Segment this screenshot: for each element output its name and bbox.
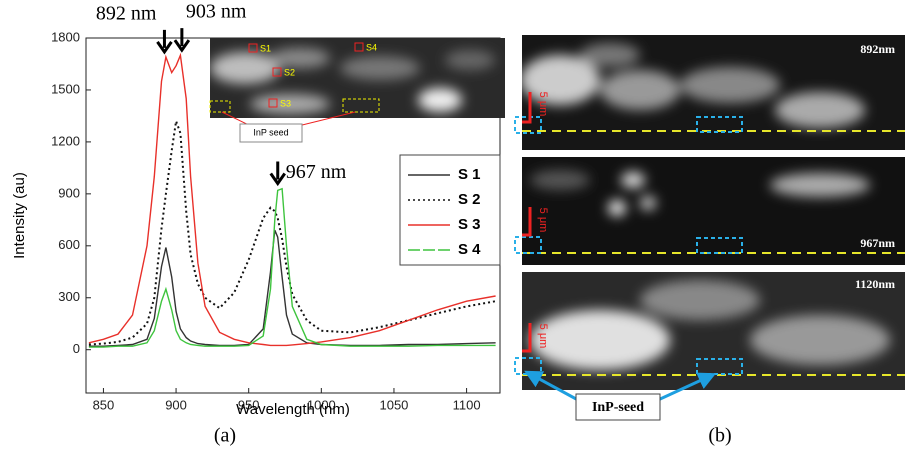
spot-label: S2 (284, 67, 295, 77)
panel-label: 892nm (860, 42, 895, 56)
plot-area: 0 300 600 900 1200 1500 1800 850 900 950 1000 1050 1… (11, 1, 501, 418)
inset-image: S1 S2 S3 S4 InP seed (209, 38, 505, 143)
x-axis-label: Wavelength (nm) (236, 401, 350, 418)
y-tick-label: 1200 (51, 133, 80, 148)
y-tick-label: 600 (58, 237, 80, 252)
seed-label: InP-seed (592, 400, 644, 415)
scale-bar-label: 5 μm (537, 208, 549, 233)
panel-label: 967nm (860, 236, 895, 250)
x-tick-label: 1000 (307, 397, 336, 412)
spot-label: S4 (366, 42, 377, 52)
panel-letter: (a) (214, 425, 236, 447)
spot-label: S3 (280, 98, 291, 108)
panel-label: 1120nm (855, 277, 895, 291)
annotation-arrow (156, 29, 173, 55)
x-tick-label: 850 (93, 397, 115, 412)
y-axis-label: Intensity (au) (11, 172, 28, 259)
legend-label: S 3 (458, 216, 481, 233)
x-tick-label: 1100 (453, 397, 481, 412)
legend-label: S 4 (458, 241, 481, 258)
y-tick-label: 900 (58, 185, 80, 200)
annotation-label: 903 nm (186, 1, 247, 23)
scale-bar-label: 5 μm (537, 324, 549, 349)
annotation-arrow (173, 28, 191, 53)
x-tick-label: 950 (238, 397, 260, 412)
legend-box (399, 154, 501, 266)
y-tick-label: 300 (58, 289, 80, 304)
annotation-label: 967 nm (286, 161, 347, 183)
legend-label: S 1 (458, 166, 481, 183)
spot-label: S1 (260, 43, 271, 53)
x-tick-label: 1050 (379, 397, 408, 412)
series-line (88, 52, 496, 347)
legend-label: S 2 (458, 191, 481, 208)
panel-letter: (b) (708, 425, 731, 447)
x-tick-label: 900 (165, 397, 187, 412)
y-tick-label: 0 (73, 341, 80, 356)
annotation-label: 892 nm (96, 2, 157, 24)
scale-bar-label: 5 μm (537, 92, 549, 117)
annotation-arrow (269, 161, 286, 187)
y-tick-label: 1500 (51, 81, 80, 96)
inset-seed-label: InP seed (253, 127, 288, 137)
series-line (88, 187, 496, 348)
y-tick-label: 1800 (51, 29, 80, 44)
image-panels: 5 μm 5 μm 5 μm 892nm 967nm 1120nm InP-se… (514, 35, 905, 421)
